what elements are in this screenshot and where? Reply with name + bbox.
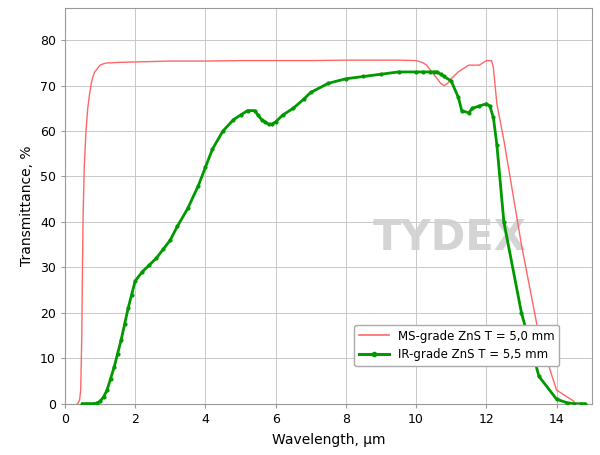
X-axis label: Wavelength, μm: Wavelength, μm: [272, 433, 385, 447]
Legend: MS-grade ZnS T = 5,0 mm, IR-grade ZnS T = 5,5 mm: MS-grade ZnS T = 5,0 mm, IR-grade ZnS T …: [355, 325, 559, 366]
Text: TYDEX: TYDEX: [373, 217, 526, 258]
Y-axis label: Transmittance, %: Transmittance, %: [20, 146, 34, 266]
